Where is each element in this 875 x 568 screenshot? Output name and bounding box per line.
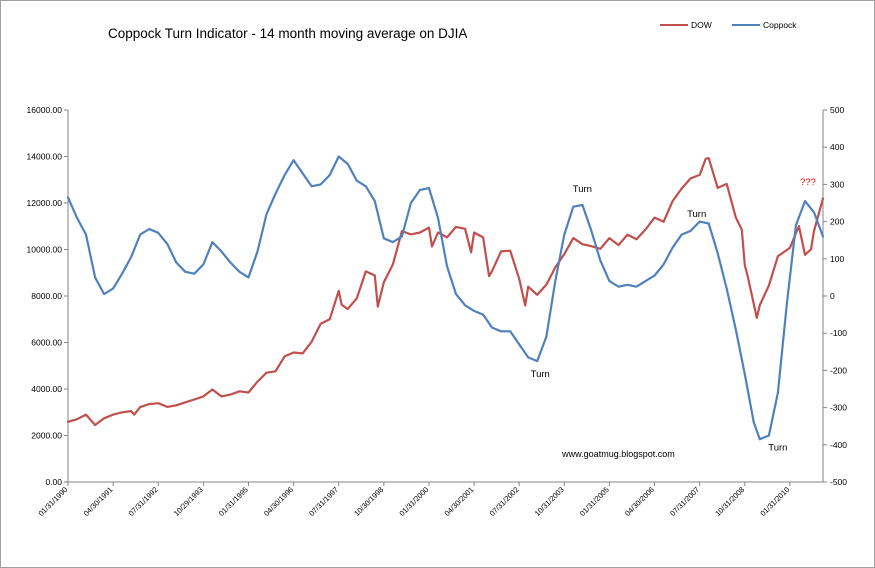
left-tick-label: 14000.00: [27, 152, 63, 162]
right-tick-label: 400: [830, 142, 844, 152]
series-line-dow: [66, 157, 825, 427]
right-tick-label: -200: [830, 365, 847, 375]
left-tick-label: 16000.00: [27, 105, 63, 115]
annotations: Turn Turn Turn Turn??? www.goatmug.blogspot.…: [531, 177, 816, 459]
question-annotation: ???: [800, 177, 816, 188]
turn-annotation: Turn: [573, 184, 592, 195]
right-tick-label: 500: [830, 105, 844, 115]
series-layer: [66, 155, 825, 441]
right-tick-label: -300: [830, 403, 847, 413]
right-tick-label: 200: [830, 217, 844, 227]
left-tick-label: 0.00: [45, 477, 62, 487]
right-tick-label: -400: [830, 440, 847, 450]
legend-label-coppock: Coppock: [763, 20, 797, 30]
chart-title: Coppock Turn Indicator - 14 month moving…: [108, 26, 467, 41]
right-axis-ticks: -500 -400 -300 -200 -100 0 100 200 300 400 500: [823, 105, 847, 487]
legend-label-dow: DOW: [691, 20, 712, 30]
right-tick-label: -100: [830, 328, 847, 338]
left-tick-label: 12000.00: [27, 198, 63, 208]
left-axis-ticks: 0.00 2000.00 4000.00 6000.00 8000.00 10000.00…: [27, 105, 68, 487]
right-tick-label: 300: [830, 179, 844, 189]
left-tick-label: 10000.00: [27, 245, 63, 255]
turn-annotation: Turn: [768, 442, 787, 453]
right-tick-label: 100: [830, 254, 844, 264]
legend: DOW Coppock: [660, 20, 797, 30]
left-tick-label: 4000.00: [31, 384, 62, 394]
turn-annotation: Turn: [687, 209, 706, 220]
right-tick-label: -500: [830, 477, 847, 487]
series-line-coppock: [66, 155, 825, 441]
left-tick-label: 6000.00: [31, 338, 62, 348]
watermark-url: www.goatmug.blogspot.com: [561, 449, 675, 459]
turn-annotation: Turn: [531, 369, 550, 380]
left-tick-label: 8000.00: [31, 291, 62, 301]
left-tick-label: 2000.00: [31, 431, 62, 441]
right-tick-label: 0: [830, 291, 835, 301]
